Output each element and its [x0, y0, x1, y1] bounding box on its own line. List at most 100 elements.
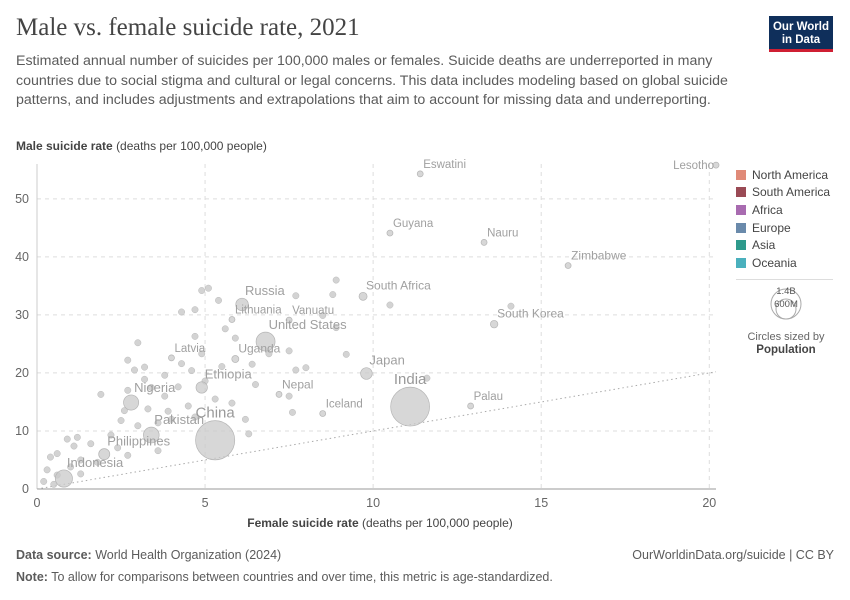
legend-item-asia[interactable]: Asia — [736, 236, 830, 254]
data-point — [141, 363, 149, 371]
region-legend: North America South America Africa Europ… — [736, 166, 830, 272]
data-point — [77, 470, 85, 478]
data-point — [40, 478, 48, 485]
point-label: Latvia — [174, 343, 205, 355]
legend-swatch — [736, 169, 746, 180]
owid-logo[interactable]: Our World in Data — [769, 16, 833, 52]
point-label: China — [196, 405, 236, 422]
data-point-china — [195, 420, 236, 461]
logo-line-2: in Data — [781, 34, 821, 46]
legend-divider — [736, 279, 833, 280]
size-label-small: 600M — [774, 299, 798, 310]
data-point — [184, 402, 192, 410]
size-legend-variable: Population — [756, 344, 816, 356]
data-point-uganda — [231, 355, 240, 363]
data-point — [50, 480, 58, 488]
legend-swatch — [736, 240, 746, 251]
legend-label: Africa — [752, 202, 783, 217]
data-point — [241, 415, 249, 423]
y-tick-label: 40 — [15, 250, 29, 264]
x-tick-label: 20 — [702, 496, 716, 510]
data-point-philippines — [98, 448, 111, 461]
data-point — [70, 442, 78, 450]
data-point — [107, 431, 115, 439]
point-label: India — [394, 371, 427, 388]
data-point — [231, 334, 239, 342]
y-tick-label: 0 — [22, 482, 29, 496]
legend-label: South America — [752, 185, 831, 200]
data-point-zimbabwe — [564, 262, 572, 269]
point-label: Japan — [369, 353, 404, 368]
data-point — [114, 444, 122, 452]
legend-swatch — [736, 222, 746, 233]
x-axis-label-main: Female suicide rate — [247, 516, 359, 530]
source-label: Data source: — [16, 548, 92, 562]
data-point — [73, 433, 81, 441]
point-label: South Korea — [497, 306, 564, 320]
data-point-lesotho — [712, 161, 720, 169]
data-point — [191, 413, 199, 421]
data-point-japan — [360, 367, 373, 380]
legend-item-oceania[interactable]: Oceania — [736, 254, 830, 272]
data-point — [97, 390, 105, 398]
legend-swatch — [736, 204, 746, 215]
data-point — [332, 276, 340, 284]
data-point — [342, 350, 350, 358]
size-legend-circles: 1.4B 600M — [770, 286, 802, 320]
data-point-lithuania — [228, 316, 236, 323]
data-point — [302, 364, 310, 372]
source-text[interactable]: World Health Organization (2024) — [95, 548, 282, 562]
data-point — [67, 463, 75, 471]
point-label: Vanuatu — [292, 305, 334, 317]
size-legend-title: Circles sized by — [747, 331, 825, 343]
legend-swatch — [736, 187, 746, 198]
data-point — [188, 367, 196, 375]
data-point-nepal — [275, 391, 283, 398]
data-point — [131, 366, 138, 374]
data-point — [198, 287, 206, 294]
data-point-vanuatu — [285, 316, 293, 324]
data-point-united-states — [255, 331, 276, 352]
point-label: Nigeria — [134, 380, 176, 395]
legend-label: Oceania — [752, 255, 797, 270]
note-label: Note: — [16, 570, 48, 584]
data-point — [77, 456, 85, 464]
note-text: To allow for comparisons between countri… — [51, 570, 553, 584]
legend-item-north-america[interactable]: North America — [736, 166, 830, 184]
point-label: United States — [269, 317, 348, 332]
data-point — [248, 360, 256, 368]
legend-item-africa[interactable]: Africa — [736, 201, 830, 219]
data-point-indonesia — [54, 469, 73, 488]
data-point — [285, 392, 293, 400]
data-point — [252, 381, 259, 388]
point-label: Lesotho — [673, 160, 714, 172]
data-point — [144, 405, 152, 413]
point-label: Guyana — [393, 218, 434, 230]
data-point — [120, 407, 128, 415]
y-tick-label: 10 — [15, 424, 29, 438]
legend-item-south-america[interactable]: South America — [736, 184, 830, 202]
point-label: South Africa — [366, 278, 431, 292]
point-label: Iceland — [326, 399, 363, 411]
data-point — [423, 374, 431, 382]
footer-link[interactable]: OurWorldinData.org/suicide | CC BY — [632, 548, 834, 562]
data-point — [289, 408, 296, 416]
data-point — [178, 360, 185, 368]
x-tick-label: 5 — [202, 496, 209, 510]
legend-item-europe[interactable]: Europe — [736, 219, 830, 237]
data-point — [319, 312, 327, 319]
chart-subtitle: Estimated annual number of suicides per … — [16, 53, 728, 108]
x-tick-label: 15 — [534, 496, 548, 510]
point-label: Pakistan — [154, 412, 204, 427]
data-point-iceland — [319, 410, 327, 417]
data-point — [292, 292, 300, 300]
data-point — [191, 332, 199, 340]
y-tick-label: 50 — [15, 192, 29, 206]
data-point — [198, 350, 206, 358]
data-point — [174, 383, 182, 391]
legend-label: North America — [752, 167, 829, 182]
data-point-india — [390, 386, 430, 427]
x-axis-label-unit: (deaths per 100,000 people) — [361, 516, 513, 530]
point-label: Nepal — [282, 377, 313, 391]
